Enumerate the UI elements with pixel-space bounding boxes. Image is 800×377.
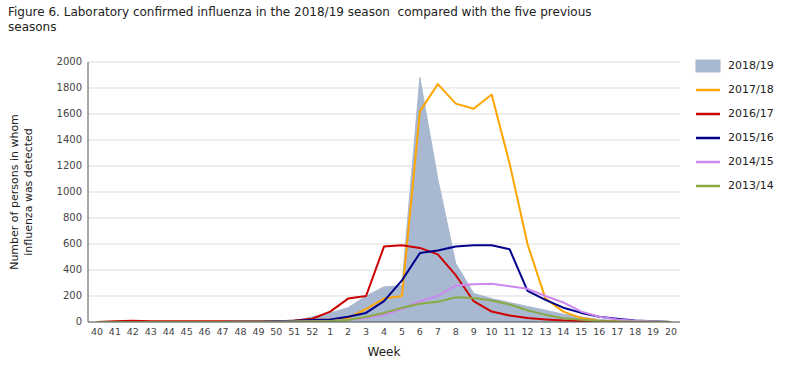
line — [97, 84, 671, 322]
area — [97, 78, 671, 322]
grid-line — [88, 88, 680, 89]
grid-line — [88, 244, 680, 245]
y-tick-label: 800 — [63, 212, 82, 223]
title: Figure 6. Laboratory confirmed influenza… — [8, 5, 592, 34]
x-tick-label: 15 — [575, 326, 587, 337]
title-line: Figure 6. Laboratory confirmed influenza… — [8, 5, 592, 19]
y-tick-label: 1000 — [57, 186, 82, 197]
y-tick-label: 1800 — [57, 82, 82, 93]
y-tick-label: 600 — [63, 238, 82, 249]
x-tick-label: 11 — [504, 326, 516, 337]
x-tick-label: 9 — [471, 326, 477, 337]
line — [97, 284, 671, 322]
line — [97, 297, 671, 322]
legend-swatch — [696, 137, 720, 140]
grid-line — [88, 270, 680, 271]
legend-swatch — [696, 89, 720, 92]
legend-label: 2013/14 — [728, 179, 774, 192]
plot-area — [97, 78, 671, 322]
y-tick-label: 1600 — [57, 108, 82, 119]
legend-label: 2017/18 — [728, 83, 774, 96]
x-tick-label: 20 — [665, 326, 677, 337]
y-tick-label: 0 — [76, 316, 82, 327]
legend: 2018/19 2017/18 2016/17 2015/16 2014/15 2013/… — [696, 59, 774, 192]
legend-swatch — [696, 113, 720, 116]
x-tick-label: 1 — [327, 326, 333, 337]
x-tick-label: 19 — [647, 326, 659, 337]
grid-line — [88, 322, 680, 323]
grid-line — [88, 114, 680, 115]
x-tick-label: 13 — [539, 326, 551, 337]
legend-swatch — [696, 60, 720, 72]
grid-line — [88, 62, 680, 63]
y-axis-label-line: influenza was detected — [22, 128, 35, 256]
x-tick-label: 40 — [91, 326, 103, 337]
y-tick-label: 1200 — [57, 160, 82, 171]
x-tick-label: 50 — [270, 326, 282, 337]
x-tick-label: 45 — [181, 326, 193, 337]
x-tick-label: 18 — [629, 326, 641, 337]
y-axis-label-line: Number of persons in whom — [8, 114, 21, 270]
legend-label: 2015/16 — [728, 131, 774, 144]
x-tick-label: 41 — [109, 326, 121, 337]
y-tick-label: 400 — [63, 264, 82, 275]
x-tick-label: 51 — [288, 326, 300, 337]
x-tick-label: 48 — [234, 326, 246, 337]
legend-label: 2016/17 — [728, 107, 774, 120]
x-tick-label: 14 — [557, 326, 569, 337]
x-tick-label: 17 — [611, 326, 623, 337]
y-axis — [88, 62, 89, 322]
legend-swatch — [696, 185, 720, 188]
x-tick-label: 49 — [252, 326, 264, 337]
line — [97, 245, 671, 322]
x-tick-label: 46 — [199, 326, 211, 337]
grid-line — [88, 218, 680, 219]
legend-label: 2018/19 — [728, 59, 774, 72]
x-tick-label: 42 — [127, 326, 139, 337]
chart: Figure 6. Laboratory confirmed influenza… — [0, 0, 800, 377]
x-tick-label: 43 — [145, 326, 157, 337]
x-tick-label: 44 — [163, 326, 175, 337]
y-tick-label: 2000 — [57, 56, 82, 67]
x-tick-label: 6 — [417, 326, 423, 337]
grid-line — [88, 166, 680, 167]
legend-swatch — [696, 161, 720, 164]
legend-label: 2014/15 — [728, 155, 774, 168]
x-tick-label: 2 — [345, 326, 351, 337]
grid — [88, 62, 680, 322]
x-tick-label: 4 — [381, 326, 387, 337]
x-tick-label: 3 — [363, 326, 369, 337]
line — [97, 245, 671, 322]
x-tick-label: 5 — [399, 326, 405, 337]
y-tick-label: 200 — [63, 290, 82, 301]
x-tick-label: 52 — [306, 326, 318, 337]
y-axis-label: Number of persons in whominfluenza was d… — [8, 114, 35, 270]
title-line: seasons — [8, 20, 56, 34]
x-tick-label: 12 — [521, 326, 533, 337]
grid-line — [88, 192, 680, 193]
x-tick-label: 8 — [453, 326, 459, 337]
x-tick-label: 47 — [216, 326, 228, 337]
x-axis — [88, 322, 680, 323]
grid-line — [88, 140, 680, 141]
x-tick-label: 10 — [486, 326, 498, 337]
x-axis-label: Week — [368, 345, 401, 359]
y-tick-label: 1400 — [57, 134, 82, 145]
x-tick-label: 7 — [435, 326, 441, 337]
x-tick-label: 16 — [593, 326, 605, 337]
